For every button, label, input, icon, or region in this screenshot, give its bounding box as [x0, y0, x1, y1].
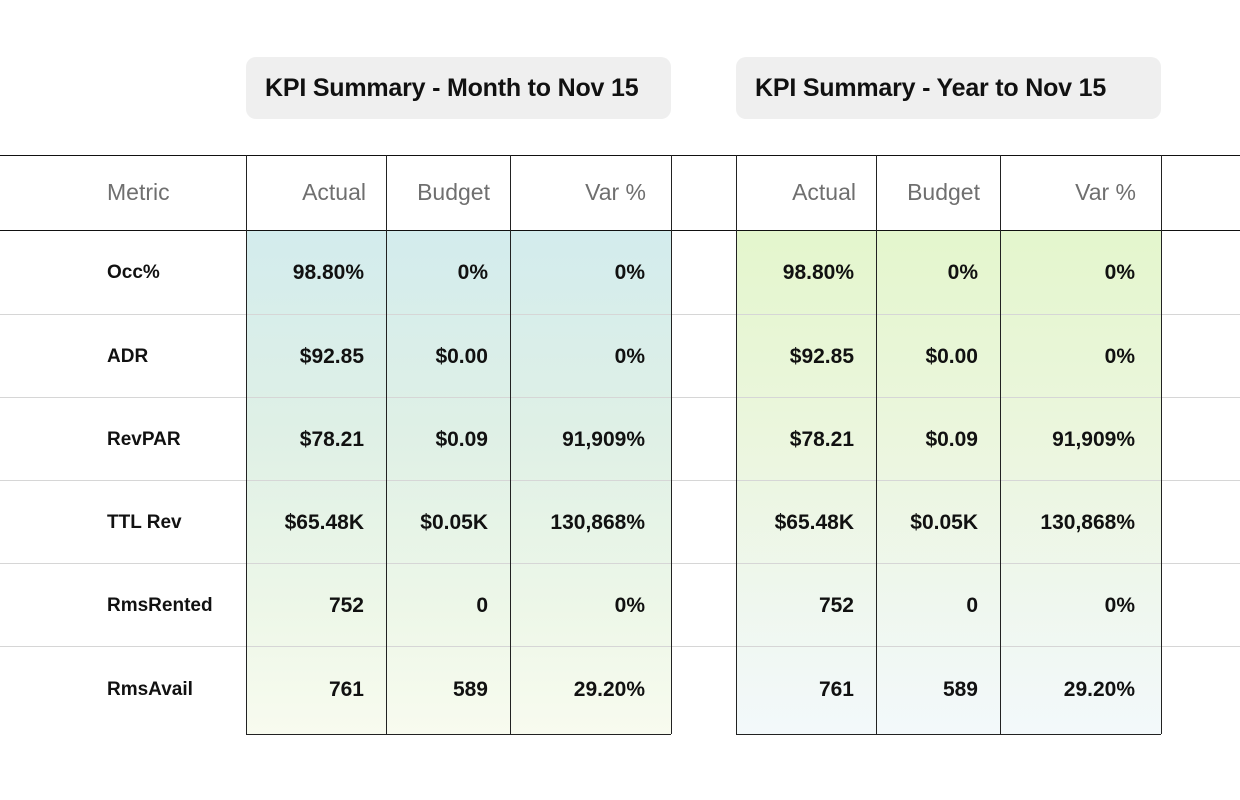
row-divider	[0, 646, 1240, 647]
header-month-actual[interactable]: Actual	[302, 179, 366, 205]
month-var-ttl-rev: 130,868%	[550, 510, 645, 534]
metric-label-adr: ADR	[107, 345, 149, 367]
column-divider	[510, 155, 511, 734]
year-actual-revpar: $78.21	[789, 427, 854, 451]
year-actual-adr: $92.85	[789, 344, 854, 368]
year-var-occ: 0%	[1104, 260, 1135, 284]
column-divider	[736, 155, 737, 734]
metric-label-revpar: RevPAR	[107, 428, 181, 450]
year-actual-rms-rented: 752	[818, 593, 854, 617]
kpi-month-title: KPI Summary - Month to Nov 15	[246, 57, 671, 119]
year-budget-occ: 0%	[947, 260, 978, 284]
header-bottom-rule	[0, 230, 1240, 231]
column-divider	[246, 155, 247, 734]
year-actual-occ: 98.80%	[782, 260, 854, 284]
year-var-adr: 0%	[1104, 344, 1135, 368]
header-year-budget[interactable]: Budget	[907, 179, 980, 205]
header-year-var[interactable]: Var %	[1075, 179, 1136, 205]
month-actual-occ: 98.80%	[292, 260, 364, 284]
year-var-revpar: 91,909%	[1052, 427, 1135, 451]
metric-label-rms-rented: RmsRented	[107, 594, 213, 616]
month-budget-occ: 0%	[457, 260, 488, 284]
year-actual-rms-avail: 761	[818, 677, 854, 701]
year-budget-rms-avail: 589	[942, 677, 978, 701]
month-var-occ: 0%	[614, 260, 645, 284]
month-actual-rms-avail: 761	[328, 677, 364, 701]
year-budget-ttl-rev: $0.05K	[910, 510, 978, 534]
month-var-adr: 0%	[614, 344, 645, 368]
column-divider	[1000, 155, 1001, 734]
column-divider	[671, 155, 672, 734]
year-budget-adr: $0.00	[925, 344, 978, 368]
row-divider	[0, 397, 1240, 398]
metric-label-ttl-rev: TTL Rev	[107, 511, 182, 533]
column-divider	[876, 155, 877, 734]
row-divider	[0, 563, 1240, 564]
year-var-rms-rented: 0%	[1104, 593, 1135, 617]
header-month-budget[interactable]: Budget	[417, 179, 490, 205]
month-budget-adr: $0.00	[435, 344, 488, 368]
column-divider	[386, 155, 387, 734]
month-actual-ttl-rev: $65.48K	[284, 510, 364, 534]
header-year-actual[interactable]: Actual	[792, 179, 856, 205]
year-var-ttl-rev: 130,868%	[1040, 510, 1135, 534]
month-var-rms-rented: 0%	[614, 593, 645, 617]
year-values-panel	[736, 231, 1161, 735]
kpi-year-title: KPI Summary - Year to Nov 15	[736, 57, 1161, 119]
month-var-rms-avail: 29.20%	[573, 677, 645, 701]
month-var-revpar: 91,909%	[562, 427, 645, 451]
month-actual-adr: $92.85	[299, 344, 364, 368]
month-budget-rms-rented: 0	[476, 593, 488, 617]
header-month-var[interactable]: Var %	[585, 179, 646, 205]
month-actual-revpar: $78.21	[299, 427, 364, 451]
month-budget-rms-avail: 589	[452, 677, 488, 701]
row-divider	[0, 480, 1240, 481]
year-var-rms-avail: 29.20%	[1063, 677, 1135, 701]
month-values-panel	[246, 231, 671, 735]
metric-label-rms-avail: RmsAvail	[107, 678, 193, 700]
year-budget-rms-rented: 0	[966, 593, 978, 617]
column-divider	[1161, 155, 1162, 734]
month-actual-rms-rented: 752	[328, 593, 364, 617]
year-actual-ttl-rev: $65.48K	[774, 510, 854, 534]
month-budget-revpar: $0.09	[435, 427, 488, 451]
table-top-rule	[0, 155, 1240, 156]
row-divider	[0, 314, 1240, 315]
header-metric[interactable]: Metric	[107, 179, 170, 205]
month-budget-ttl-rev: $0.05K	[420, 510, 488, 534]
metric-label-occ: Occ%	[107, 261, 160, 283]
year-budget-revpar: $0.09	[925, 427, 978, 451]
